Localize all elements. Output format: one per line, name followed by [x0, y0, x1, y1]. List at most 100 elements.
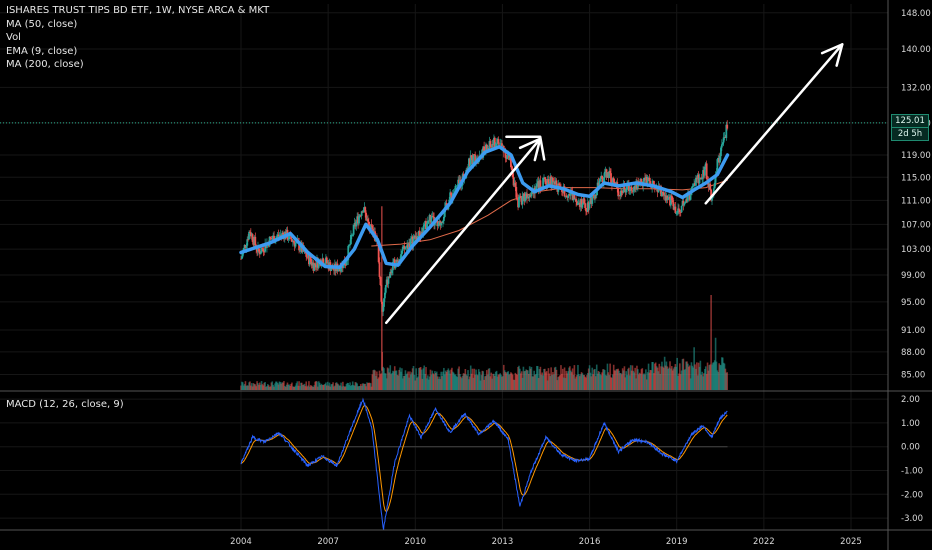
volume-bar	[595, 364, 598, 390]
candle-body	[483, 146, 486, 151]
volume-bar	[563, 367, 566, 390]
volume-bar	[242, 385, 245, 390]
volume-bar	[572, 374, 575, 390]
volume-bar	[688, 365, 691, 390]
candle-body	[563, 186, 566, 197]
candle-body	[275, 236, 278, 238]
volume-bar	[435, 372, 437, 390]
volume-bar	[390, 374, 392, 390]
volume-bar	[644, 374, 646, 390]
volume-bar	[606, 363, 609, 390]
volume-bar	[386, 367, 389, 390]
candle-body	[442, 216, 445, 221]
chart-legend: ISHARES TRUST TIPS BD ETF, 1W, NYSE ARCA…	[6, 4, 269, 72]
volume-bar	[626, 375, 628, 390]
volume-bar	[256, 381, 258, 390]
candle-body	[581, 204, 584, 208]
volume-bar	[502, 376, 504, 390]
volume-bar	[565, 370, 568, 390]
time-tick-label: 2016	[579, 537, 601, 547]
volume-bar	[552, 372, 554, 390]
candle-body	[575, 198, 578, 202]
volume-bar	[429, 369, 432, 390]
indicator-vol[interactable]: Vol	[6, 32, 21, 43]
volume-bar	[485, 375, 487, 390]
volume-bar	[419, 367, 422, 390]
volume-bar	[358, 386, 360, 390]
volume-bar	[481, 370, 484, 390]
volume-bar	[657, 371, 660, 390]
candle-body	[445, 203, 448, 206]
indicator-ma50[interactable]: MA (50, close)	[6, 18, 78, 30]
volume-bar	[255, 386, 257, 390]
candle-body	[377, 240, 380, 263]
volume-bar	[347, 383, 350, 390]
volume-bar	[428, 376, 431, 390]
volume-bar	[265, 386, 267, 390]
volume-bar	[482, 371, 485, 390]
volume-bar	[522, 366, 525, 390]
volume-bar	[477, 369, 480, 390]
volume-bar	[249, 381, 251, 390]
volume-bar	[400, 371, 402, 390]
candle-body	[504, 150, 507, 159]
candle-body	[486, 148, 489, 151]
candle-body	[423, 225, 426, 227]
volume-bar	[500, 374, 502, 390]
candle-body	[583, 198, 586, 204]
volume-bar	[497, 374, 500, 390]
volume-bar	[319, 385, 322, 390]
volume-bar	[681, 359, 684, 390]
volume-bar	[307, 385, 309, 390]
candle-body	[705, 163, 708, 180]
volume-bar	[252, 383, 255, 390]
volume-bar	[659, 373, 661, 390]
price-tick-label: 140.00	[901, 45, 931, 55]
candle-body	[240, 256, 243, 259]
macd-label[interactable]: MACD (12, 26, close, 9)	[6, 399, 124, 410]
volume-bar	[477, 375, 479, 390]
indicator-ema9[interactable]: EMA (9, close)	[6, 45, 78, 57]
volume-bar	[518, 365, 520, 390]
volume-bar	[398, 369, 400, 390]
volume-bar	[303, 383, 306, 390]
volume-bar	[285, 384, 288, 390]
volume-bar	[590, 376, 593, 390]
candle-countdown-badge: 2d 5h	[891, 127, 929, 141]
candle-body	[501, 143, 503, 147]
volume-bar	[640, 369, 643, 390]
volume-bar	[661, 361, 663, 390]
volume-bar	[258, 384, 260, 390]
volume-bar	[316, 381, 318, 390]
volume-bar	[320, 383, 323, 390]
candle-body	[726, 124, 729, 129]
volume-bar	[695, 368, 697, 390]
volume-bar	[448, 370, 451, 390]
candle-body	[359, 215, 362, 217]
chart-title[interactable]: ISHARES TRUST TIPS BD ETF, 1W, NYSE ARCA…	[6, 5, 270, 16]
candle-body	[387, 276, 390, 284]
volume-bar	[378, 370, 381, 390]
volume-bar	[700, 374, 703, 390]
volume-bar	[544, 372, 547, 390]
candle-body	[489, 141, 492, 147]
candle-body	[709, 183, 712, 190]
volume-bar	[649, 369, 652, 390]
volume-bar	[663, 356, 666, 390]
indicator-ma200[interactable]: MA (200, close)	[6, 59, 84, 70]
volume-bar	[267, 384, 269, 390]
volume-bar	[327, 385, 330, 390]
volume-bar	[437, 378, 440, 390]
volume-bar	[629, 365, 632, 390]
volume-bar	[301, 384, 304, 390]
volume-bar	[458, 366, 460, 390]
volume-bar	[382, 366, 384, 390]
volume-bar	[711, 364, 713, 390]
volume-bar	[612, 374, 614, 390]
volume-bar	[675, 366, 678, 390]
volume-bar	[551, 374, 553, 390]
candle-body	[497, 139, 500, 144]
volume-bar	[329, 386, 332, 390]
candle-body	[551, 177, 553, 187]
